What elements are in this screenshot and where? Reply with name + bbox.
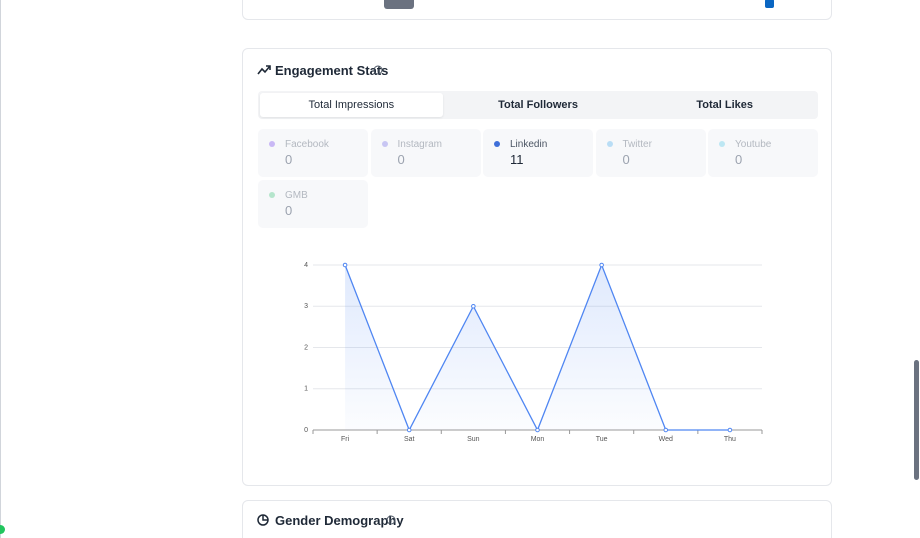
point — [663, 427, 669, 433]
info-icon[interactable] — [373, 65, 383, 75]
tab[interactable]: Total Likes — [696, 99, 753, 111]
platform-value: 0 — [285, 152, 293, 167]
platform-name: Instagram — [397, 139, 442, 150]
scrollbar-thumb[interactable] — [914, 360, 919, 480]
point — [406, 427, 412, 433]
platform-card: Instagram 0 — [370, 129, 481, 177]
info-icon[interactable] — [386, 515, 396, 525]
card-title: Engagement Stats — [275, 63, 389, 78]
platform-dot — [606, 141, 613, 147]
linkedin-icon — [765, 0, 774, 8]
tabs: Total Impressions Total Followers Total Li… — [258, 91, 818, 119]
platform-dot — [719, 141, 725, 147]
platform-name: Facebook — [285, 139, 329, 150]
platform-dot — [269, 192, 275, 198]
y-tick-label: 0 — [304, 427, 308, 434]
platform-value: 0 — [735, 152, 743, 167]
tab[interactable]: Total Impressions — [260, 93, 443, 117]
x-tick-label: Tue — [596, 436, 608, 443]
y-tick-label: 3 — [304, 303, 308, 310]
previous-card — [242, 0, 832, 20]
button[interactable] — [384, 0, 414, 9]
platform-card: Twitter 0 — [595, 129, 706, 177]
point — [727, 427, 733, 433]
point — [535, 427, 540, 433]
point — [599, 262, 604, 268]
platform-name: GMB — [285, 190, 308, 201]
platform-dot — [269, 141, 275, 147]
platform-card: Youtube 0 — [708, 129, 818, 177]
point — [342, 262, 348, 268]
trend-icon — [257, 65, 271, 75]
x-tick-label: Fri — [341, 436, 350, 443]
platform-card: Facebook 0 — [258, 129, 368, 177]
tab[interactable]: Total Followers — [498, 99, 578, 111]
chart: 0 1 2 3 4 Fri Sat Sun Mon Tue Wed Thu — [304, 262, 763, 443]
y-tick-label: 1 — [304, 386, 308, 393]
platform-name: Youtube — [735, 139, 772, 150]
platform-value: 0 — [397, 152, 405, 167]
platform-dot — [381, 141, 388, 147]
platform-name: Twitter — [622, 139, 652, 150]
platform-dot — [494, 141, 500, 147]
next-card-title: Gender Demography — [275, 513, 404, 528]
platform-card: GMB 0 — [258, 180, 368, 228]
platform-card: Linkedin 11 — [483, 129, 593, 177]
status-dot — [0, 525, 5, 534]
area — [345, 265, 730, 430]
engagement-card — [242, 48, 832, 486]
x-tick-label: Mon — [531, 436, 545, 443]
x-tick-label: Sun — [467, 436, 480, 443]
y-tick-label: 4 — [304, 262, 308, 269]
platform-value: 0 — [622, 152, 630, 167]
point — [471, 303, 476, 309]
y-tick-label: 2 — [304, 344, 308, 351]
x-tick-label: Wed — [659, 436, 673, 443]
x-tick-label: Sat — [404, 436, 415, 443]
platform-value: 0 — [285, 203, 293, 218]
platform-name: Linkedin — [510, 139, 548, 150]
gender-card — [242, 500, 832, 538]
left-border — [0, 0, 1, 538]
pie-icon — [257, 514, 269, 526]
x-tick-label: Thu — [724, 436, 736, 443]
platform-value: 11 — [510, 152, 524, 167]
